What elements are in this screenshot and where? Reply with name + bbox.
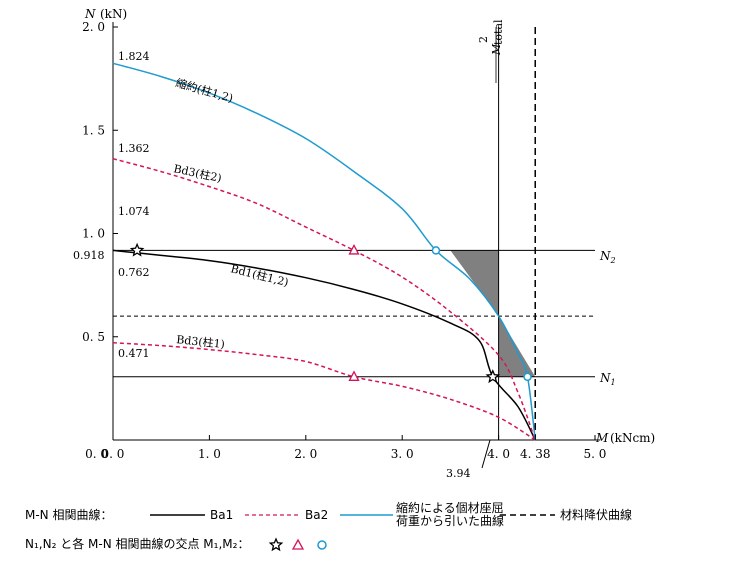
y-tick-label-2: 1. 5 [82, 123, 105, 137]
svg-text:M: M [490, 43, 503, 56]
marker-triangle-3 [348, 370, 360, 381]
shaded-region-0 [450, 250, 499, 317]
marker-triangle-2 [348, 244, 360, 255]
legend-label-buckling-2: 荷重から引いた曲線 [396, 513, 504, 528]
series-line-3 [112, 62, 536, 441]
legend: M-N 相関曲線： Ba1 Ba2 縮約による個材座屈 荷重から引いた曲線 材料… [25, 500, 632, 552]
n2-label: N2 [599, 249, 616, 265]
x-axis-label: M [595, 431, 609, 445]
x-tick-label-1: 1. 0 [198, 447, 221, 461]
series-line-1 [112, 157, 536, 441]
mtotal-half-label: M total [490, 19, 505, 83]
n1-label: N1 [599, 371, 616, 387]
y-axis-unit: (kN) [100, 7, 127, 21]
legend-label-ba1: Ba1 [210, 508, 233, 522]
series-line-2 [112, 341, 536, 441]
y-annotation-0918: 0.918 [73, 249, 105, 262]
origin-label: 0. 0 [85, 447, 108, 461]
marker-star-0 [129, 242, 145, 257]
legend-circle-icon [317, 540, 327, 550]
curve-label-bd3-col1: Bd3(柱1) [176, 332, 226, 351]
leader-394 [481, 439, 491, 469]
marker-star-1 [485, 369, 501, 384]
legend-triangle-icon [291, 538, 305, 550]
y-annotation-1362: 1.362 [118, 142, 150, 155]
y-annotation-1824: 1.824 [118, 50, 150, 63]
legend-row2-title: N₁,N₂ と各 M-N 相関曲線の交点 M₁,M₂： [25, 536, 249, 551]
x-tick-label-2: 2. 0 [294, 447, 317, 461]
curve-label-bd1: Bd1(柱1,2) [229, 261, 290, 289]
curve-label-shukuyaku: 縮約(柱1,2) [174, 75, 235, 105]
y-annotation-0471: 0.471 [118, 347, 150, 360]
legend-label-buckling-1: 縮約による個材座屈 [396, 500, 504, 515]
x-tick-label-4: 4. 0 [487, 447, 510, 461]
legend-label-ba2: Ba2 [305, 508, 328, 522]
y-tick-label-0: 0. 5 [82, 330, 105, 344]
curve-label-bd3-col2: Bd3(柱2) [172, 161, 223, 185]
mtotal-denominator: 2 [477, 36, 490, 43]
x-tick-label-6: 5. 0 [584, 447, 607, 461]
legend-row1-title: M-N 相関曲線： [25, 507, 112, 522]
x-tick-label-5: 4. 38 [520, 447, 551, 461]
x-tick-label-3: 3. 0 [391, 447, 414, 461]
x-tick-label-0: 0. 0 [102, 447, 125, 461]
legend-star-icon [268, 537, 284, 552]
x-annotation-394: 3.94 [446, 467, 471, 480]
y-annotation-1074: 1.074 [118, 205, 150, 218]
marker-circle-4 [431, 246, 441, 255]
y-tick-label-1: 1. 0 [82, 227, 105, 241]
svg-text:total: total [492, 19, 505, 45]
y-tick-label-3: 2. 0 [82, 20, 105, 34]
marker-circle-5 [523, 372, 532, 382]
legend-label-yield: 材料降伏曲線 [560, 507, 632, 522]
y-annotation-0762: 0.762 [118, 266, 150, 279]
x-axis-unit: (kNcm) [610, 431, 655, 445]
y-axis-label: N [84, 7, 96, 21]
